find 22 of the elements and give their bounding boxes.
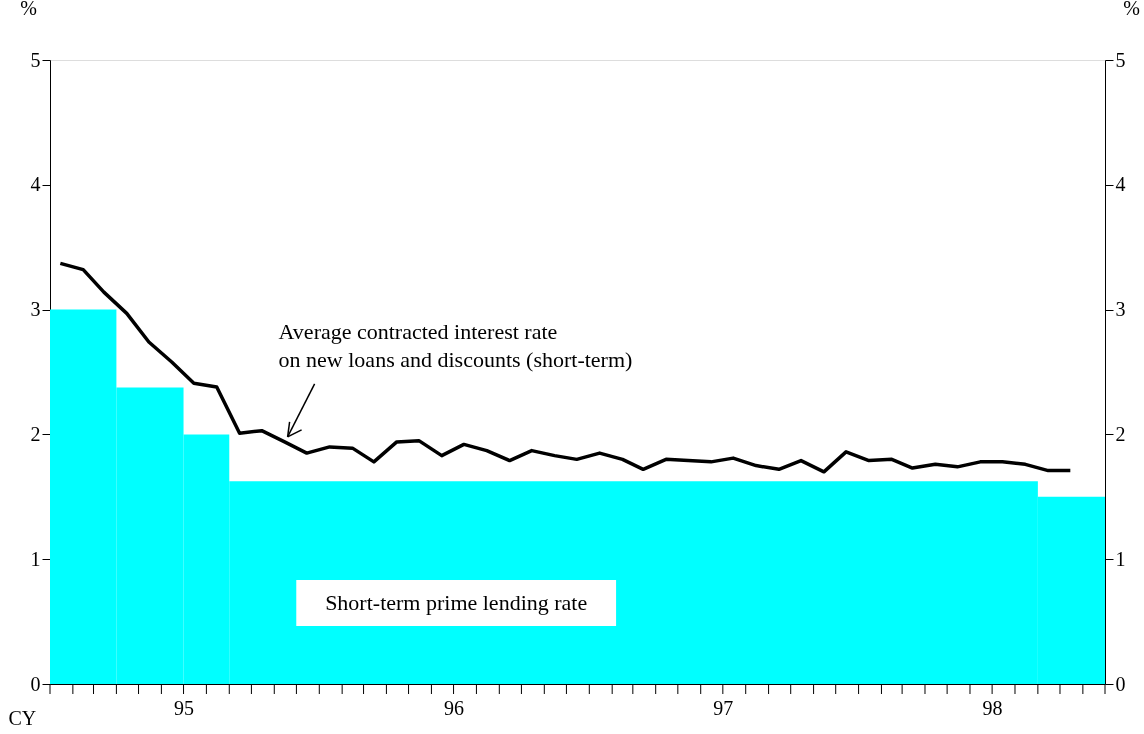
y2-tick-label: 3 [1115, 298, 1126, 321]
y2-tick-label: 2 [1115, 422, 1126, 445]
x-tick-label: 98 [982, 696, 1003, 719]
y-tick-label: 2 [30, 422, 41, 445]
y-tick-label: 5 [30, 48, 41, 71]
x-tick-label: 95 [174, 696, 195, 719]
y-axis-title: % [20, 0, 37, 19]
y-tick-label: 1 [30, 547, 41, 570]
y-tick-label: 0 [30, 672, 41, 695]
x-axis-title: CY [8, 706, 37, 729]
x-tick-label: 97 [713, 696, 734, 719]
series-label: Short-term prime lending rate [325, 589, 588, 615]
y-tick-label: 3 [30, 298, 41, 321]
line-series [58, 261, 1073, 474]
y2-tick-label: 1 [1115, 547, 1126, 570]
text: Average contracted interest rate on new loans and discounts (short-term) [278, 318, 633, 372]
y2-tick-label: 4 [1115, 173, 1126, 196]
y2-tick-label: 0 [1115, 672, 1126, 695]
y2-tick-label: 5 [1115, 48, 1126, 71]
y-tick-label: 4 [30, 173, 41, 196]
y2-axis-title: % [1123, 0, 1140, 19]
x-tick-label: 96 [444, 696, 465, 719]
